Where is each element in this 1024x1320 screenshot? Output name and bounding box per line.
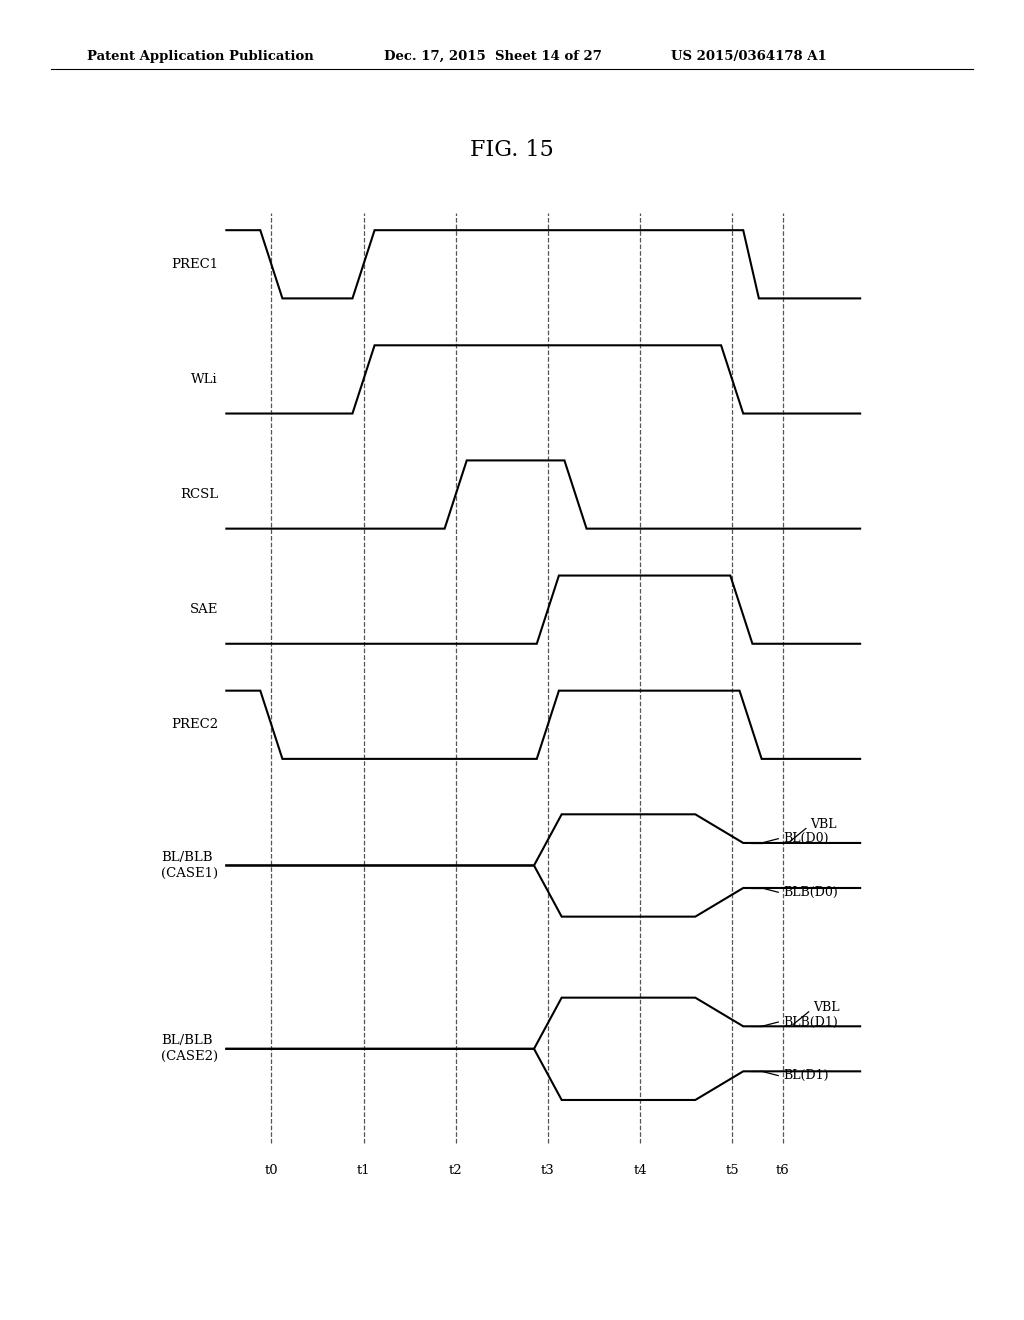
Text: t3: t3 [541,1164,555,1177]
Text: BL(D1): BL(D1) [782,1069,828,1082]
Text: t5: t5 [725,1164,739,1177]
Text: WLi: WLi [191,374,218,385]
Text: FIG. 15: FIG. 15 [470,139,554,161]
Text: VBL: VBL [813,1001,840,1014]
Text: BL/BLB
(CASE1): BL/BLB (CASE1) [161,851,218,880]
Text: BL/BLB
(CASE2): BL/BLB (CASE2) [161,1035,218,1064]
Text: t0: t0 [264,1164,279,1177]
Text: Patent Application Publication: Patent Application Publication [87,50,313,63]
Text: VBL: VBL [811,817,837,830]
Text: Dec. 17, 2015  Sheet 14 of 27: Dec. 17, 2015 Sheet 14 of 27 [384,50,602,63]
Text: t1: t1 [356,1164,371,1177]
Text: US 2015/0364178 A1: US 2015/0364178 A1 [671,50,826,63]
Text: BLB(D1): BLB(D1) [782,1015,838,1028]
Text: t2: t2 [449,1164,463,1177]
Text: BLB(D0): BLB(D0) [782,886,838,899]
Text: t4: t4 [633,1164,647,1177]
Text: BL(D0): BL(D0) [782,832,828,845]
Text: PREC1: PREC1 [171,257,218,271]
Text: SAE: SAE [189,603,218,616]
Text: RCSL: RCSL [180,488,218,502]
Text: t6: t6 [776,1164,790,1177]
Text: PREC2: PREC2 [171,718,218,731]
